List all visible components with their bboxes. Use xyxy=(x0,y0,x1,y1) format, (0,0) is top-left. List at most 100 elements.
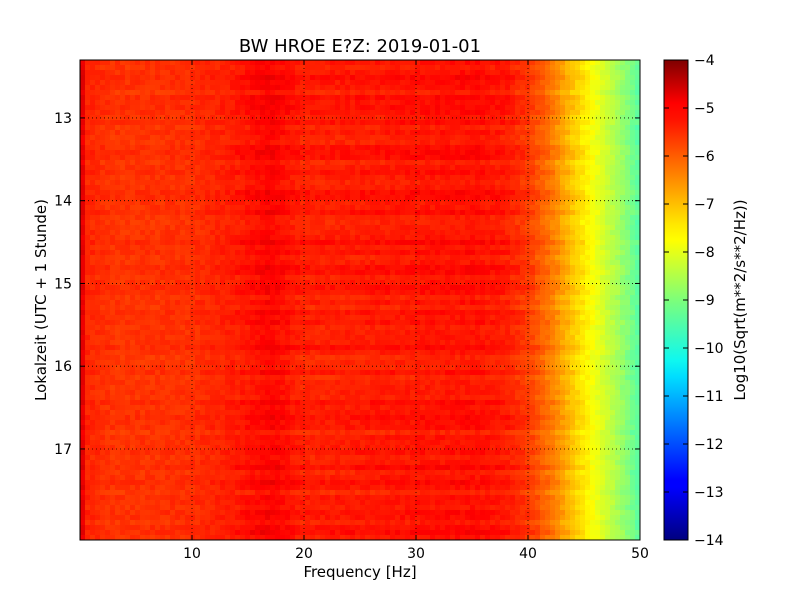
heatmap-cell xyxy=(280,120,286,126)
heatmap-cell xyxy=(125,80,131,86)
heatmap-cell xyxy=(420,125,426,131)
heatmap-cell xyxy=(515,220,521,226)
heatmap-cell xyxy=(390,220,396,226)
heatmap-cell xyxy=(635,275,640,281)
heatmap-cell xyxy=(265,130,271,136)
heatmap-cell xyxy=(135,95,141,101)
heatmap-cell xyxy=(550,275,556,281)
heatmap-cell xyxy=(85,140,91,146)
heatmap-cell xyxy=(535,165,541,171)
heatmap-cell xyxy=(180,130,186,136)
heatmap-cell xyxy=(190,275,196,281)
heatmap-cell xyxy=(180,200,186,206)
heatmap-cell xyxy=(575,70,581,76)
heatmap-cell xyxy=(575,275,581,281)
heatmap-cell xyxy=(145,95,151,101)
heatmap-cell xyxy=(90,65,96,71)
heatmap-cell xyxy=(485,175,491,181)
heatmap-cell xyxy=(220,95,226,101)
heatmap-cell xyxy=(470,100,476,106)
heatmap-cell xyxy=(275,270,281,276)
heatmap-cell xyxy=(510,95,516,101)
heatmap-cell xyxy=(260,95,266,101)
heatmap-cell xyxy=(465,250,471,256)
heatmap-cell xyxy=(355,190,361,196)
heatmap-cell xyxy=(90,110,96,116)
heatmap-cell xyxy=(255,165,261,171)
heatmap-cell xyxy=(385,105,391,111)
heatmap-cell xyxy=(355,135,361,141)
heatmap-cell xyxy=(90,220,96,226)
heatmap-cell xyxy=(155,65,161,71)
heatmap-cell xyxy=(465,85,471,91)
heatmap-cell xyxy=(615,165,621,171)
heatmap-cell xyxy=(170,260,176,266)
heatmap-cell xyxy=(635,65,640,71)
heatmap-cell xyxy=(585,160,591,166)
heatmap-cell xyxy=(180,265,186,271)
heatmap-cell xyxy=(435,270,441,276)
heatmap-cell xyxy=(230,250,236,256)
heatmap-cell xyxy=(630,125,636,131)
heatmap-cell xyxy=(160,255,166,261)
heatmap-cell xyxy=(395,65,401,71)
heatmap-cell xyxy=(470,210,476,216)
heatmap-cell xyxy=(385,270,391,276)
heatmap-cell xyxy=(165,220,171,226)
heatmap-cell xyxy=(595,160,601,166)
heatmap-cell xyxy=(165,260,171,266)
heatmap-cell xyxy=(615,105,621,111)
heatmap-cell xyxy=(420,195,426,201)
heatmap-cell xyxy=(320,245,326,251)
heatmap-cell xyxy=(295,135,301,141)
heatmap-cell xyxy=(125,105,131,111)
heatmap-cell xyxy=(280,145,286,151)
heatmap-cell xyxy=(100,280,106,286)
heatmap-cell xyxy=(90,225,96,231)
heatmap-cell xyxy=(405,90,411,96)
heatmap-cell xyxy=(395,175,401,181)
heatmap-cell xyxy=(465,255,471,261)
heatmap-cell xyxy=(460,190,466,196)
heatmap-cell xyxy=(390,70,396,76)
heatmap-cell xyxy=(340,95,346,101)
heatmap-cell xyxy=(455,150,461,156)
heatmap-cell xyxy=(340,260,346,266)
heatmap-cell xyxy=(420,165,426,171)
heatmap-cell xyxy=(145,215,151,221)
heatmap-cell xyxy=(435,100,441,106)
heatmap-cell xyxy=(425,205,431,211)
heatmap-cell xyxy=(355,235,361,241)
heatmap-cell xyxy=(230,180,236,186)
heatmap-cell xyxy=(445,95,451,101)
heatmap-cell xyxy=(465,100,471,106)
heatmap-cell xyxy=(290,205,296,211)
heatmap-cell xyxy=(405,140,411,146)
heatmap-cell xyxy=(340,160,346,166)
heatmap-cell xyxy=(165,140,171,146)
heatmap-cell xyxy=(495,210,501,216)
heatmap-cell xyxy=(275,135,281,141)
heatmap-cell xyxy=(185,255,191,261)
heatmap-cell xyxy=(630,270,636,276)
heatmap-cell xyxy=(560,130,566,136)
heatmap-cell xyxy=(315,230,321,236)
heatmap-cell xyxy=(630,155,636,161)
heatmap-cell xyxy=(470,85,476,91)
heatmap-cell xyxy=(380,265,386,271)
heatmap-cell xyxy=(285,205,291,211)
heatmap-cell xyxy=(380,100,386,106)
heatmap-cell xyxy=(585,105,591,111)
heatmap-cell xyxy=(245,155,251,161)
heatmap-cell xyxy=(285,265,291,271)
heatmap-cell xyxy=(560,100,566,106)
heatmap-cell xyxy=(500,60,506,66)
heatmap-cell xyxy=(165,170,171,176)
heatmap-cell xyxy=(130,85,136,91)
heatmap-cell xyxy=(120,130,126,136)
heatmap-cell xyxy=(120,110,126,116)
heatmap-cell xyxy=(330,165,336,171)
heatmap-cell xyxy=(590,105,596,111)
heatmap-cell xyxy=(450,135,456,141)
heatmap-cell xyxy=(555,90,561,96)
